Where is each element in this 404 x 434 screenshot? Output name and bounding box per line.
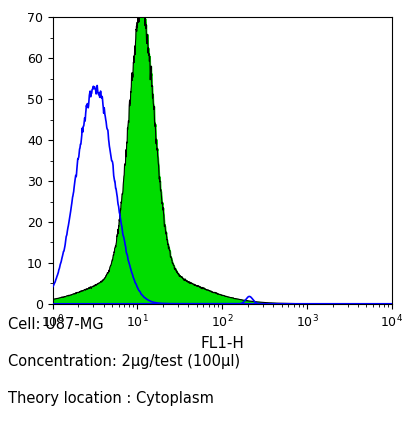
Text: Concentration: 2μg/test (100μl): Concentration: 2μg/test (100μl) [8,354,240,369]
X-axis label: FL1-H: FL1-H [200,335,244,351]
Text: Theory location : Cytoplasm: Theory location : Cytoplasm [8,391,214,406]
Text: Cell: U87-MG: Cell: U87-MG [8,317,104,332]
